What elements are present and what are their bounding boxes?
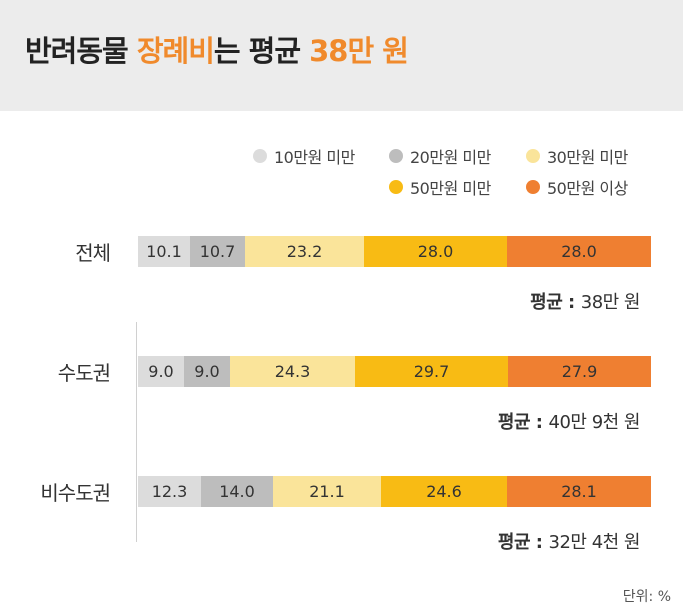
legend-item: 50만원 이상	[526, 175, 628, 199]
legend-swatch	[389, 149, 403, 163]
stacked-bar: 12.3 14.0 21.1 24.6 28.1	[138, 476, 651, 507]
legend-swatch	[526, 149, 540, 163]
row-label: 전체	[75, 241, 111, 265]
legend-label: 50만원 이상	[547, 179, 628, 198]
axis-line	[136, 322, 137, 542]
row-label: 수도권	[57, 361, 111, 385]
stacked-bar: 10.1 10.7 23.2 28.0 28.0	[138, 236, 651, 267]
bar-segment: 28.1	[507, 476, 651, 507]
bar-segment: 21.1	[273, 476, 381, 507]
bar-segment: 28.0	[507, 236, 651, 267]
average-value: 38만 원	[580, 292, 641, 313]
bar-segment: 24.6	[381, 476, 507, 507]
average-value: 40만 9천 원	[548, 412, 641, 433]
title-highlight-average: 38만 원	[309, 34, 409, 68]
average-prefix: 평균 :	[497, 532, 543, 553]
legend-swatch	[526, 180, 540, 194]
title-highlight-cost: 장례비	[136, 34, 215, 68]
legend-swatch	[253, 149, 267, 163]
unit-label: 단위: %	[622, 589, 671, 605]
legend-label: 10만원 미만	[274, 148, 355, 167]
stacked-bar: 9.0 9.0 24.3 29.7 27.9	[138, 356, 651, 387]
average-label: 평균 :38만 원	[530, 288, 640, 314]
row-label: 비수도권	[40, 481, 111, 505]
average-prefix: 평균 :	[497, 412, 543, 433]
average-label: 평균 :32만 4천 원	[497, 528, 641, 554]
title-part-2: 는 평균	[213, 34, 310, 68]
legend-label: 20만원 미만	[410, 148, 491, 167]
legend-item: 10만원 미만	[253, 144, 355, 168]
legend-item: 20만원 미만	[389, 144, 491, 168]
bar-segment: 9.0	[138, 356, 184, 387]
average-value: 32만 4천 원	[548, 532, 641, 553]
average-prefix: 평균 :	[530, 292, 575, 313]
average-label: 평균 :40만 9천 원	[497, 408, 641, 434]
bar-segment: 24.3	[230, 356, 355, 387]
legend-label: 50만원 미만	[410, 179, 491, 198]
bar-segment: 12.3	[138, 476, 201, 507]
bar-segment: 23.2	[245, 236, 364, 267]
title-part-1: 반려동물	[25, 34, 137, 68]
bar-segment: 14.0	[201, 476, 273, 507]
bar-segment: 10.1	[138, 236, 190, 267]
bar-segment: 27.9	[508, 356, 651, 387]
legend-label: 30만원 미만	[547, 148, 628, 167]
chart-legend: 10만원 미만 20만원 미만 30만원 미만 50만원 미만 50만원 이상	[0, 0, 683, 200]
bar-segment: 9.0	[184, 356, 230, 387]
legend-item: 30만원 미만	[526, 144, 628, 168]
bar-segment: 10.7	[190, 236, 245, 267]
chart-title: 반려동물 장례비는 평균 38만 원	[25, 28, 409, 70]
bar-segment: 29.7	[355, 356, 508, 387]
title-band: 반려동물 장례비는 평균 38만 원	[0, 0, 683, 111]
bar-segment: 28.0	[364, 236, 507, 267]
legend-swatch	[389, 180, 403, 194]
legend-item: 50만원 미만	[389, 175, 491, 199]
